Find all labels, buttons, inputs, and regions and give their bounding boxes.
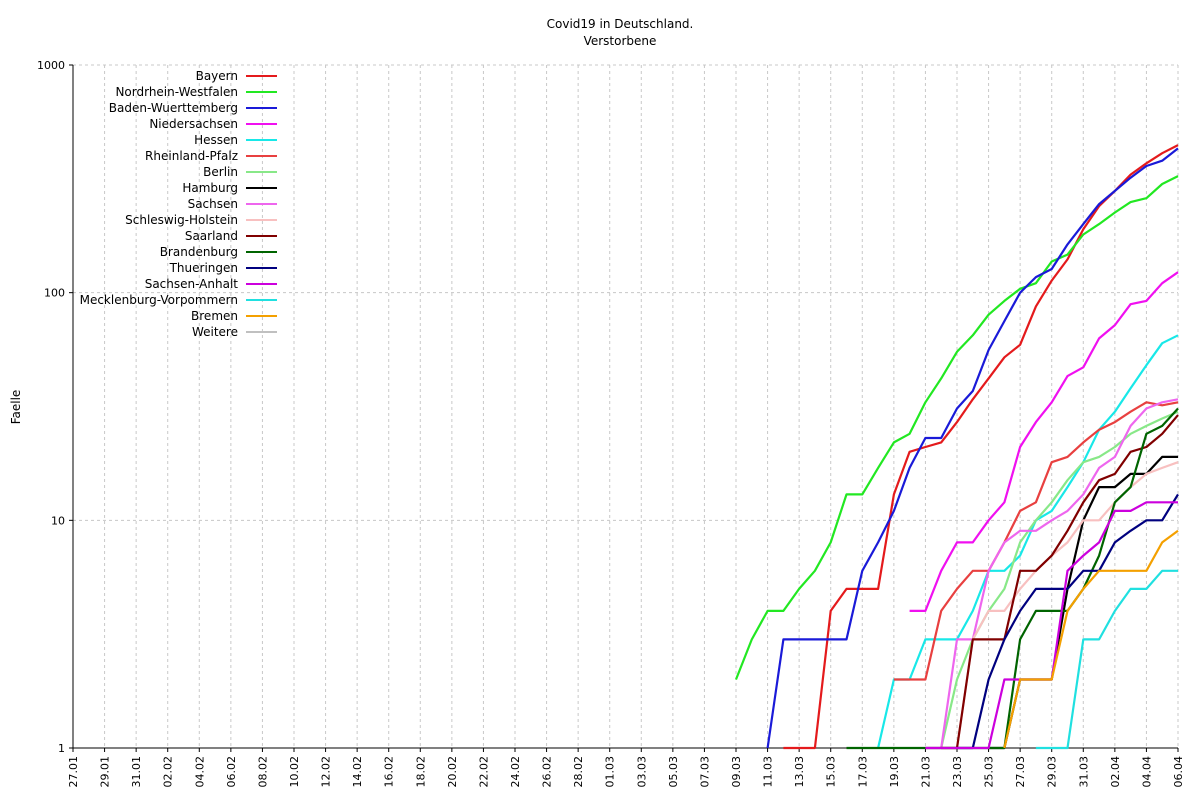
x-tick-label: 03.03 bbox=[635, 756, 648, 788]
legend-label: Schleswig-Holstein bbox=[125, 213, 238, 227]
series-line-berlin bbox=[940, 410, 1179, 749]
series-line-sachsen bbox=[925, 398, 1179, 750]
x-tick-label: 24.02 bbox=[509, 756, 522, 788]
x-tick-label: 13.03 bbox=[793, 756, 806, 788]
legend-label: Nordrhein-Westfalen bbox=[115, 85, 238, 99]
legend-label: Hamburg bbox=[182, 181, 238, 195]
x-tick-label: 19.03 bbox=[888, 756, 901, 788]
legend-label: Thueringen bbox=[169, 261, 238, 275]
legend-label: Sachsen-Anhalt bbox=[145, 277, 239, 291]
series-line-schleswig-holstein bbox=[941, 461, 1179, 750]
x-tick-label: 11.03 bbox=[762, 756, 775, 788]
legend-label: Baden-Wuerttemberg bbox=[109, 101, 238, 115]
x-tick-label: 10.02 bbox=[288, 756, 301, 788]
x-tick-label: 28.02 bbox=[572, 756, 585, 788]
x-tick-label: 29.03 bbox=[1046, 756, 1059, 788]
x-tick-label: 26.02 bbox=[541, 756, 554, 788]
series-line-hessen bbox=[877, 334, 1179, 749]
x-tick-labels: 27.01 29.01 31.01 02.02 04.02 06.02 08.02 10.02… bbox=[67, 756, 1185, 788]
x-tick-label: 25.03 bbox=[983, 756, 996, 788]
chart-subtitle: Verstorbene bbox=[584, 34, 657, 48]
legend-label: Rheinland-Pfalz bbox=[145, 149, 238, 163]
x-tick-label: 31.01 bbox=[130, 756, 143, 788]
series-line-rheinland-pfalz bbox=[893, 401, 1179, 681]
x-tick-label: 20.02 bbox=[446, 756, 459, 788]
x-tick-label: 14.02 bbox=[351, 756, 364, 788]
x-tick-label: 18.02 bbox=[414, 756, 427, 788]
x-tick-label: 04.04 bbox=[1140, 756, 1153, 788]
x-tick-label: 02.02 bbox=[162, 756, 175, 788]
legend-label: Mecklenburg-Vorpommern bbox=[80, 293, 238, 307]
legend-label: Berlin bbox=[203, 165, 238, 179]
legend-label: Bayern bbox=[196, 69, 238, 83]
legend: Bayern Nordrhein-Westfalen Baden-Wuerttemb… bbox=[80, 69, 277, 339]
series-line-brandenburg bbox=[846, 407, 1179, 750]
series-line-baden-wuerttemberg bbox=[766, 147, 1179, 749]
x-tick-label: 27.01 bbox=[67, 756, 80, 788]
x-tick-label: 22.02 bbox=[477, 756, 490, 788]
x-tick-label: 15.03 bbox=[825, 756, 838, 788]
x-tick-label: 01.03 bbox=[604, 756, 617, 788]
y-tick-label: 1 bbox=[58, 742, 65, 755]
series-line-nordrhein-westfalen bbox=[734, 175, 1179, 680]
legend-label: Niedersachsen bbox=[149, 117, 238, 131]
y-tick-label: 1000 bbox=[37, 59, 65, 72]
series-line-saarland bbox=[941, 414, 1179, 750]
x-tick-label: 16.02 bbox=[383, 756, 396, 788]
series-line-bayern bbox=[783, 144, 1179, 750]
y-tick-label: 100 bbox=[44, 287, 65, 300]
y-tick-labels: 1 10 100 1000 bbox=[37, 59, 65, 755]
x-tick-label: 23.03 bbox=[951, 756, 964, 788]
x-tick-label: 12.02 bbox=[320, 756, 333, 788]
x-tick-label: 04.02 bbox=[193, 756, 206, 788]
y-tick-label: 10 bbox=[51, 514, 65, 527]
x-tick-label: 08.02 bbox=[256, 756, 269, 788]
x-tick-label: 06.02 bbox=[225, 756, 238, 788]
legend-label: Hessen bbox=[194, 133, 238, 147]
x-tick-label: 05.03 bbox=[667, 756, 680, 788]
grid bbox=[72, 64, 1179, 748]
x-tick-label: 07.03 bbox=[698, 756, 711, 788]
x-tick-label: 31.03 bbox=[1077, 756, 1090, 788]
legend-label: Sachsen bbox=[188, 197, 238, 211]
x-tick-label: 02.04 bbox=[1109, 756, 1122, 788]
series-line-bremen bbox=[1003, 529, 1179, 749]
x-tick-label: 21.03 bbox=[919, 756, 932, 788]
series-line-thueringen bbox=[957, 493, 1179, 750]
y-axis-label: Faelle bbox=[9, 390, 23, 425]
legend-label: Bremen bbox=[191, 309, 238, 323]
legend-label: Brandenburg bbox=[160, 245, 238, 259]
x-tick-label: 09.03 bbox=[730, 756, 743, 788]
x-tick-label: 06.04 bbox=[1172, 756, 1185, 788]
chart-title: Covid19 in Deutschland. bbox=[547, 17, 694, 31]
legend-label: Saarland bbox=[185, 229, 238, 243]
series-lines bbox=[734, 144, 1179, 750]
x-tick-label: 27.03 bbox=[1014, 756, 1027, 788]
x-tick-label: 17.03 bbox=[856, 756, 869, 788]
legend-label: Weitere bbox=[192, 325, 238, 339]
series-line-niedersachsen bbox=[909, 271, 1179, 612]
series-line-mecklenburg-vorpommern bbox=[1035, 569, 1178, 750]
x-tick-label: 29.01 bbox=[99, 756, 112, 788]
